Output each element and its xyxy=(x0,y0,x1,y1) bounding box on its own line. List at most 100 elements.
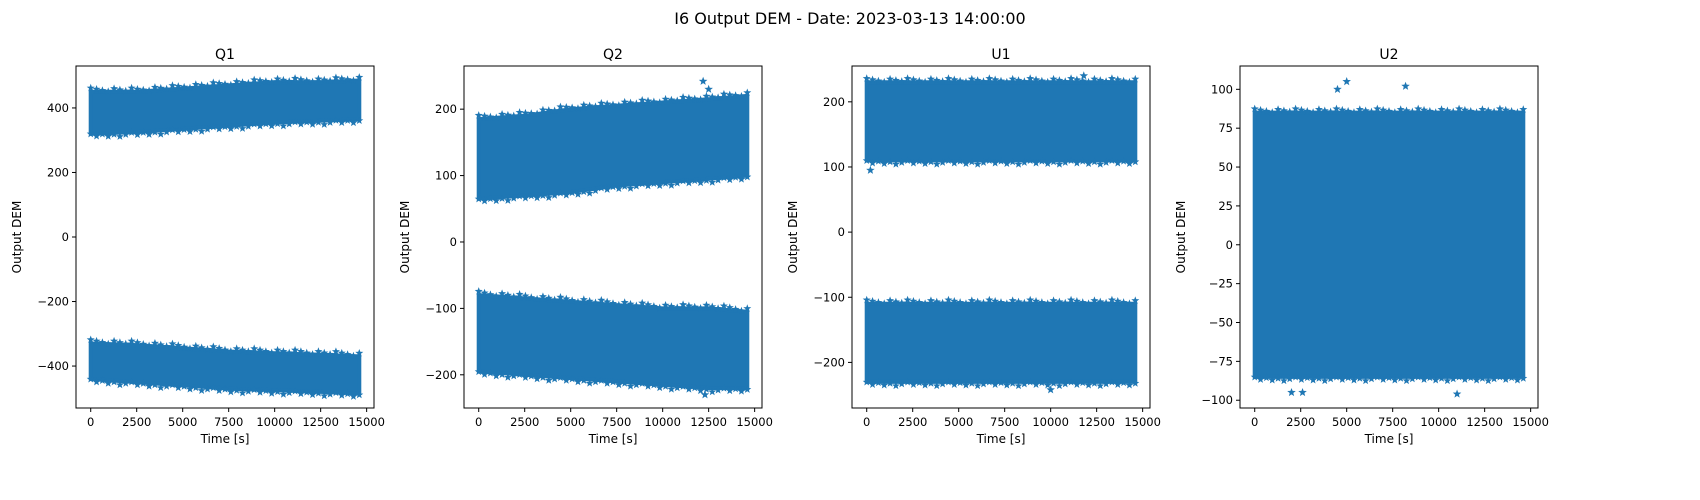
data-point xyxy=(92,131,101,140)
data-point xyxy=(1131,74,1140,83)
data-point xyxy=(556,102,565,111)
data-point xyxy=(104,339,113,348)
data-point xyxy=(568,188,577,197)
data-point xyxy=(226,387,235,396)
data-point xyxy=(1495,104,1504,113)
data-point xyxy=(1309,375,1318,384)
data-point xyxy=(603,185,612,193)
data-point xyxy=(690,302,699,311)
data-point xyxy=(714,304,723,312)
plot-area xyxy=(474,76,752,399)
data-band-1 xyxy=(864,80,1138,163)
data-point xyxy=(932,297,941,306)
data-point xyxy=(903,377,912,386)
data-point xyxy=(544,376,553,384)
data-point xyxy=(174,82,183,90)
data-point xyxy=(1460,105,1469,114)
data-point xyxy=(308,350,317,358)
x-tick-label: 15000 xyxy=(1512,415,1549,429)
data-point xyxy=(1037,378,1046,387)
outlier-point xyxy=(1046,385,1055,394)
y-tick-label: −25 xyxy=(1209,277,1233,291)
data-point xyxy=(973,76,982,84)
x-tick-label: 5000 xyxy=(168,415,197,429)
data-point xyxy=(314,347,323,355)
data-point xyxy=(1096,297,1105,306)
data-point xyxy=(708,92,717,101)
data-point xyxy=(320,75,329,84)
data-point xyxy=(115,338,124,346)
y-tick-label: −50 xyxy=(1209,316,1233,330)
data-point xyxy=(714,93,723,101)
data-point xyxy=(139,85,148,94)
data-point xyxy=(110,130,119,138)
x-tick-label: 15000 xyxy=(348,415,385,429)
data-point xyxy=(614,184,623,192)
data-point xyxy=(1478,374,1487,382)
x-tick-label: 10000 xyxy=(1420,415,1457,429)
data-point xyxy=(702,91,711,100)
data-point xyxy=(521,373,530,381)
data-point xyxy=(1119,157,1128,165)
data-point xyxy=(302,348,311,357)
data-point xyxy=(1002,380,1011,389)
data-point xyxy=(1484,376,1493,385)
data-point xyxy=(950,296,959,305)
data-point xyxy=(261,347,270,355)
data-point xyxy=(515,108,524,116)
data-point xyxy=(568,103,577,112)
data-point xyxy=(591,186,600,194)
x-tick-label: 7500 xyxy=(214,415,243,429)
data-point xyxy=(719,384,728,392)
data-point xyxy=(1102,77,1111,85)
data-point xyxy=(279,121,288,130)
data-point xyxy=(679,300,688,308)
data-point xyxy=(544,293,553,302)
data-point xyxy=(950,75,959,84)
data-point xyxy=(690,94,699,103)
data-point xyxy=(985,156,994,165)
data-point xyxy=(1113,158,1122,167)
data-point xyxy=(1262,107,1271,115)
data-point xyxy=(1043,299,1052,307)
outlier-point xyxy=(1401,81,1410,90)
data-point xyxy=(1501,375,1510,383)
data-point xyxy=(915,378,924,387)
data-point xyxy=(1495,372,1504,381)
data-point xyxy=(891,160,900,168)
outlier-point xyxy=(1079,71,1089,80)
subplot-q1: 0 2500 5000 7500 10000 12500 15000 −400 −200 0 200… xyxy=(10,47,385,446)
data-point xyxy=(1008,296,1017,304)
axes-frame xyxy=(463,65,763,409)
data-point xyxy=(343,350,352,358)
data-point xyxy=(644,181,653,190)
data-point xyxy=(550,106,559,115)
data-point xyxy=(938,77,947,85)
data-point xyxy=(708,302,717,311)
data-point xyxy=(985,295,994,304)
data-point xyxy=(743,385,752,393)
data-point xyxy=(1314,374,1323,382)
data-point xyxy=(296,347,305,355)
data-point xyxy=(1002,77,1011,86)
subplot-title: Q1 xyxy=(215,47,235,63)
data-point xyxy=(556,373,565,381)
data-point xyxy=(1349,375,1358,384)
data-point xyxy=(185,127,194,135)
data-point xyxy=(1367,374,1376,383)
data-point xyxy=(197,343,206,352)
data-point xyxy=(285,348,294,357)
data-point xyxy=(620,97,629,106)
data-point xyxy=(909,380,918,388)
data-point xyxy=(1320,106,1329,115)
data-point xyxy=(1420,375,1429,383)
data-point xyxy=(1084,159,1093,168)
data-point xyxy=(267,121,276,130)
data-point xyxy=(185,83,194,92)
data-point xyxy=(1078,76,1087,85)
data-point xyxy=(579,100,588,109)
data-point xyxy=(498,110,507,118)
data-point xyxy=(1131,296,1140,304)
data-point xyxy=(579,295,588,303)
data-point xyxy=(250,75,259,84)
